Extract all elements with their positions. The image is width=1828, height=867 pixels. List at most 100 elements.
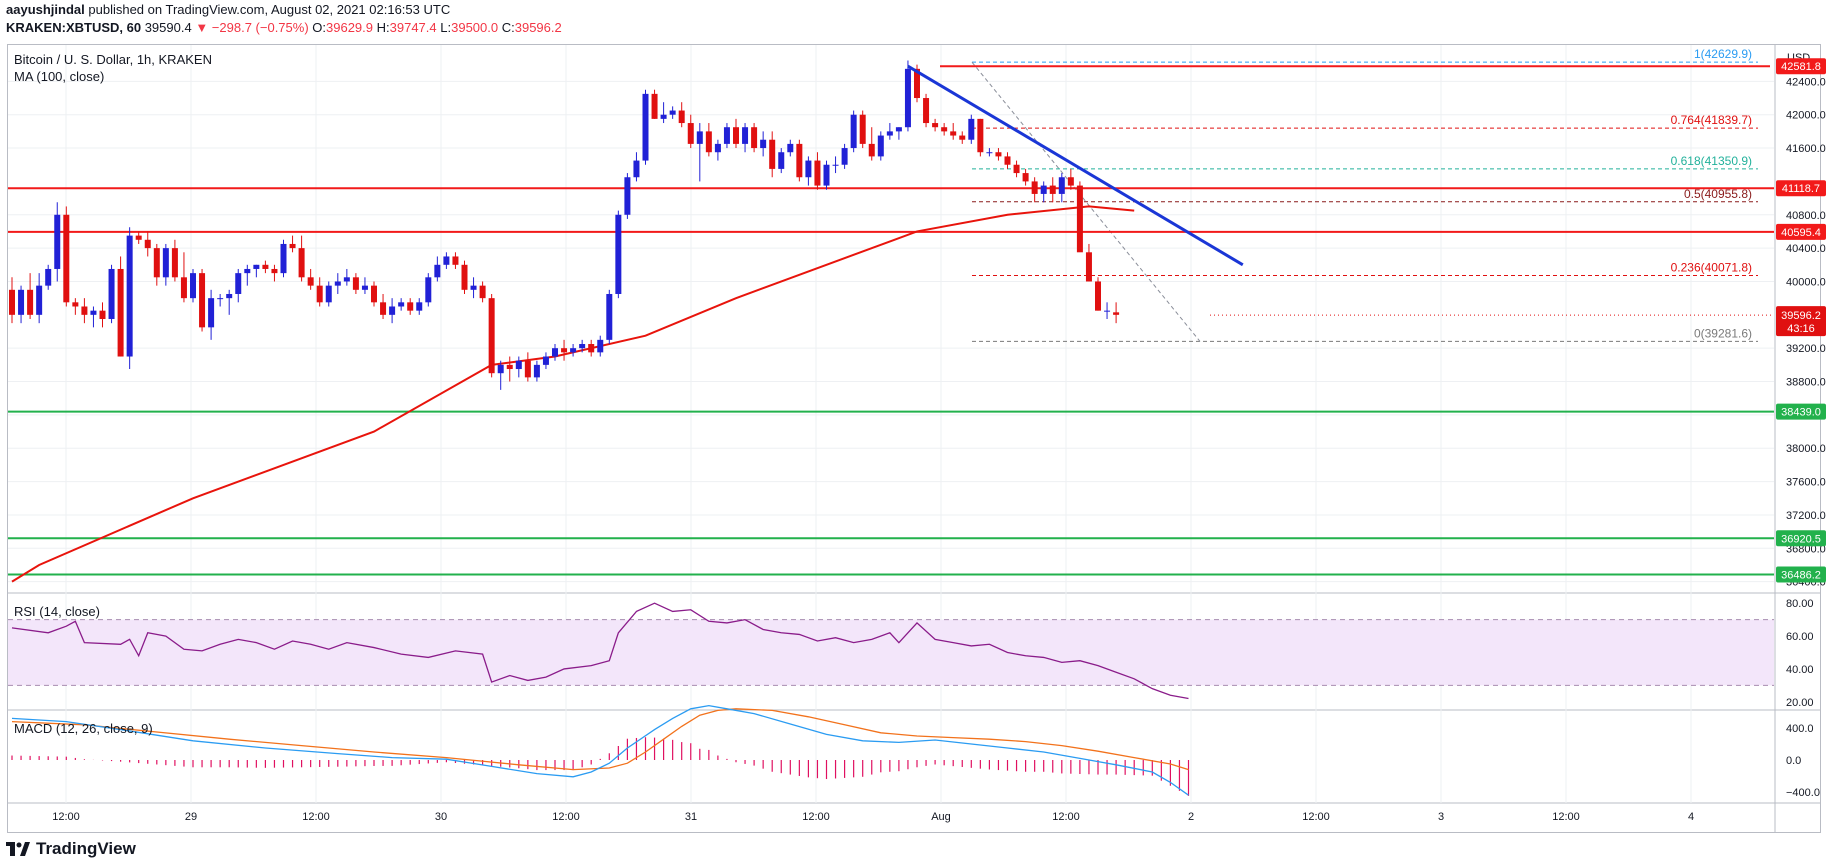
candle-up (877, 135, 884, 157)
candle-down (307, 277, 314, 286)
rsi-legend: RSI (14, close) (14, 604, 100, 619)
x-tick-label: 2 (1188, 811, 1194, 823)
resistance-price-label: 42581.8 (1781, 61, 1821, 73)
candle-up (515, 360, 522, 370)
candle-down (199, 273, 206, 328)
countdown-label: 43:16 (1787, 323, 1815, 335)
fib-level-label: 1(42629.9) (1694, 47, 1752, 61)
candle-down (868, 143, 875, 157)
candle-up (895, 127, 902, 132)
candle-down (27, 289, 34, 315)
candle-down (180, 277, 187, 299)
candle-down (289, 243, 296, 249)
candle-up (36, 285, 43, 315)
price-tick-label: 42000.0 (1786, 110, 1826, 122)
candle-down (1004, 156, 1011, 165)
publish-text: published on TradingView.com, August 02,… (88, 2, 451, 17)
rsi-tick-label: 40.00 (1786, 664, 1814, 676)
candle-down (371, 285, 377, 303)
close-label: C: (501, 20, 515, 35)
macd-legend: MACD (12, 26, close, 9) (14, 721, 153, 736)
candle-up (126, 235, 133, 357)
candle-up (742, 127, 749, 144)
candle-down (932, 123, 939, 128)
candle-up (823, 164, 830, 186)
candle-down (950, 131, 957, 136)
candle-down (859, 114, 866, 144)
ma-legend: MA (100, close) (14, 69, 105, 84)
x-tick-label: 12:00 (1302, 811, 1330, 823)
candle-up (615, 214, 622, 294)
candle-down (1022, 173, 1029, 182)
candle-down (144, 239, 151, 249)
trend-line (907, 64, 1244, 267)
candle-up (832, 164, 839, 166)
candle-down (99, 310, 106, 319)
candle-down (488, 298, 495, 374)
candle-up (633, 160, 640, 178)
candle-up (90, 310, 97, 315)
candle-up (162, 248, 169, 278)
candle-down (814, 160, 821, 186)
candle-up (723, 127, 730, 144)
candle-up (235, 273, 242, 294)
support-price-label: 36920.5 (1781, 533, 1821, 545)
candle-up (389, 306, 396, 315)
candle-up (542, 356, 549, 365)
candle-up (805, 160, 812, 178)
candle-up (54, 214, 61, 269)
candle-up (642, 93, 649, 161)
candle-up (108, 268, 115, 319)
candle-down (914, 68, 920, 99)
x-tick-label: Aug (931, 811, 951, 823)
support-price-label: 36486.2 (1781, 569, 1821, 581)
candle-up (361, 285, 368, 290)
candle-down (452, 256, 459, 265)
candle-up (714, 143, 721, 153)
open-label: O: (312, 20, 327, 35)
candle-up (244, 268, 251, 274)
high-value: 39747.4 (389, 20, 437, 35)
price-tick-label: 40800.0 (1786, 210, 1826, 222)
candle-down (651, 93, 658, 119)
price-tick-label: 41600.0 (1786, 143, 1826, 155)
candle-up (253, 264, 260, 269)
price-tick-label: 38800.0 (1786, 377, 1826, 389)
price-change: ▼ −298.7 (−0.75%) (195, 20, 309, 35)
macd-signal-line (11, 708, 1189, 771)
candle-down (941, 127, 948, 132)
candle-up (841, 148, 848, 165)
candle-up (398, 302, 405, 307)
resistance-price-tag (1776, 58, 1826, 75)
candle-down (63, 214, 70, 303)
fib-level-label: 0(39281.6) (1694, 326, 1752, 340)
last-price-tag (1776, 306, 1826, 337)
ma100-line (11, 205, 1135, 583)
x-tick-label: 4 (1688, 811, 1694, 823)
author-name[interactable]: aayushjindal (6, 2, 85, 17)
tradingview-logo[interactable]: TradingView (6, 839, 136, 859)
candle-up (18, 289, 25, 315)
x-tick-label: 29 (185, 811, 197, 823)
candle-down (1067, 177, 1074, 186)
publish-info: aayushjindal published on TradingView.co… (6, 2, 450, 17)
candle-up (968, 118, 975, 140)
last-price-label: 39596.2 (1781, 310, 1821, 322)
price-tick-label: 37600.0 (1786, 477, 1826, 489)
candle-up (904, 68, 911, 128)
candle-down (1085, 252, 1092, 282)
candle-up (325, 285, 332, 303)
symbol-label: KRAKEN:XBTUSD, 60 (6, 20, 142, 35)
macd-tick-label: −400.0 (1786, 787, 1820, 799)
candle-down (9, 289, 15, 315)
candle-up (787, 143, 794, 153)
candle-down (959, 135, 966, 140)
x-tick-label: 12:00 (302, 811, 330, 823)
chart-title: Bitcoin / U. S. Dollar, 1h, KRAKEN (14, 52, 212, 67)
candle-down (506, 364, 513, 370)
price-tick-label: 40400.0 (1786, 243, 1826, 255)
fib-level-label: 0.764(41839.7) (1671, 113, 1752, 127)
candle-up (696, 131, 703, 144)
price-tick-label: 38000.0 (1786, 443, 1826, 455)
